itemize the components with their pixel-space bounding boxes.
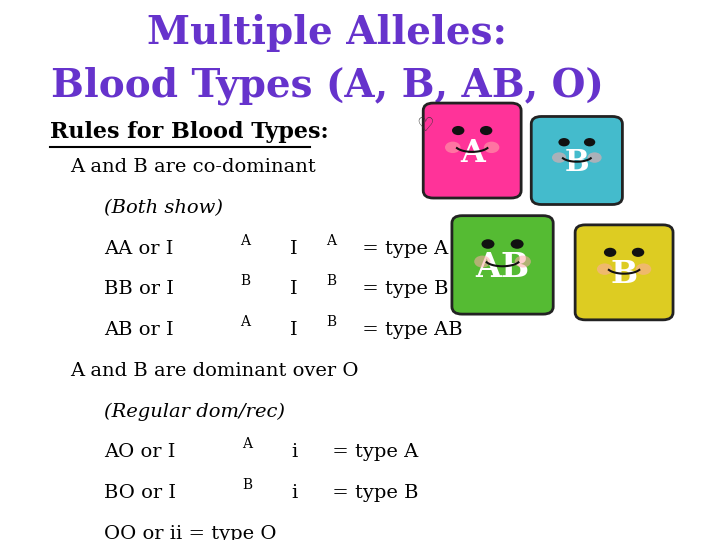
Circle shape — [445, 141, 461, 153]
Text: i: i — [291, 443, 297, 461]
Text: i: i — [292, 484, 298, 502]
Text: = type B: = type B — [356, 280, 449, 298]
Text: B: B — [240, 274, 251, 288]
Circle shape — [452, 126, 464, 135]
Text: A: A — [460, 138, 485, 168]
Text: A: A — [325, 234, 336, 247]
Text: A: A — [240, 234, 250, 247]
Text: OO or ii = type O: OO or ii = type O — [104, 525, 276, 540]
Circle shape — [482, 239, 495, 249]
Text: = type A: = type A — [356, 240, 449, 258]
FancyBboxPatch shape — [423, 103, 521, 198]
Text: I: I — [289, 240, 297, 258]
Text: AB or I: AB or I — [104, 321, 174, 339]
FancyBboxPatch shape — [531, 117, 622, 205]
Circle shape — [510, 239, 523, 249]
Circle shape — [584, 138, 595, 146]
Text: A and B are dominant over O: A and B are dominant over O — [71, 362, 359, 380]
Text: B: B — [326, 274, 336, 288]
Circle shape — [474, 255, 490, 267]
Text: AB: AB — [475, 251, 530, 284]
Text: (Both show): (Both show) — [104, 199, 223, 217]
Circle shape — [597, 264, 613, 275]
Circle shape — [604, 248, 616, 257]
Text: BB or I: BB or I — [104, 280, 174, 298]
Text: Rules for Blood Types:: Rules for Blood Types: — [50, 121, 329, 143]
Text: B: B — [326, 315, 336, 329]
Text: ♡: ♡ — [416, 116, 433, 135]
Text: (Regular dom/rec): (Regular dom/rec) — [104, 403, 285, 421]
FancyBboxPatch shape — [575, 225, 673, 320]
FancyBboxPatch shape — [452, 215, 553, 314]
Circle shape — [480, 126, 492, 135]
Text: AA or I: AA or I — [104, 240, 174, 258]
Text: Blood Types (A, B, AB, O): Blood Types (A, B, AB, O) — [50, 66, 603, 105]
Text: A: A — [242, 437, 252, 451]
Text: = type AB: = type AB — [356, 321, 463, 339]
Circle shape — [636, 264, 652, 275]
Text: = type A: = type A — [325, 443, 418, 461]
Text: AO or I: AO or I — [104, 443, 176, 461]
Circle shape — [552, 152, 566, 163]
Circle shape — [515, 255, 531, 267]
Text: BO or I: BO or I — [104, 484, 176, 502]
Circle shape — [588, 152, 602, 163]
Text: I: I — [289, 321, 297, 339]
Circle shape — [632, 248, 644, 257]
Text: A and B are co-dominant: A and B are co-dominant — [71, 158, 316, 176]
Text: B: B — [611, 259, 638, 291]
Circle shape — [484, 141, 500, 153]
Text: B: B — [564, 148, 589, 178]
Text: A: A — [240, 315, 251, 329]
Text: I: I — [290, 280, 297, 298]
Text: = type B: = type B — [326, 484, 418, 502]
Circle shape — [559, 138, 570, 146]
Text: B: B — [243, 478, 253, 492]
Text: Multiple Alleles:: Multiple Alleles: — [147, 14, 507, 52]
